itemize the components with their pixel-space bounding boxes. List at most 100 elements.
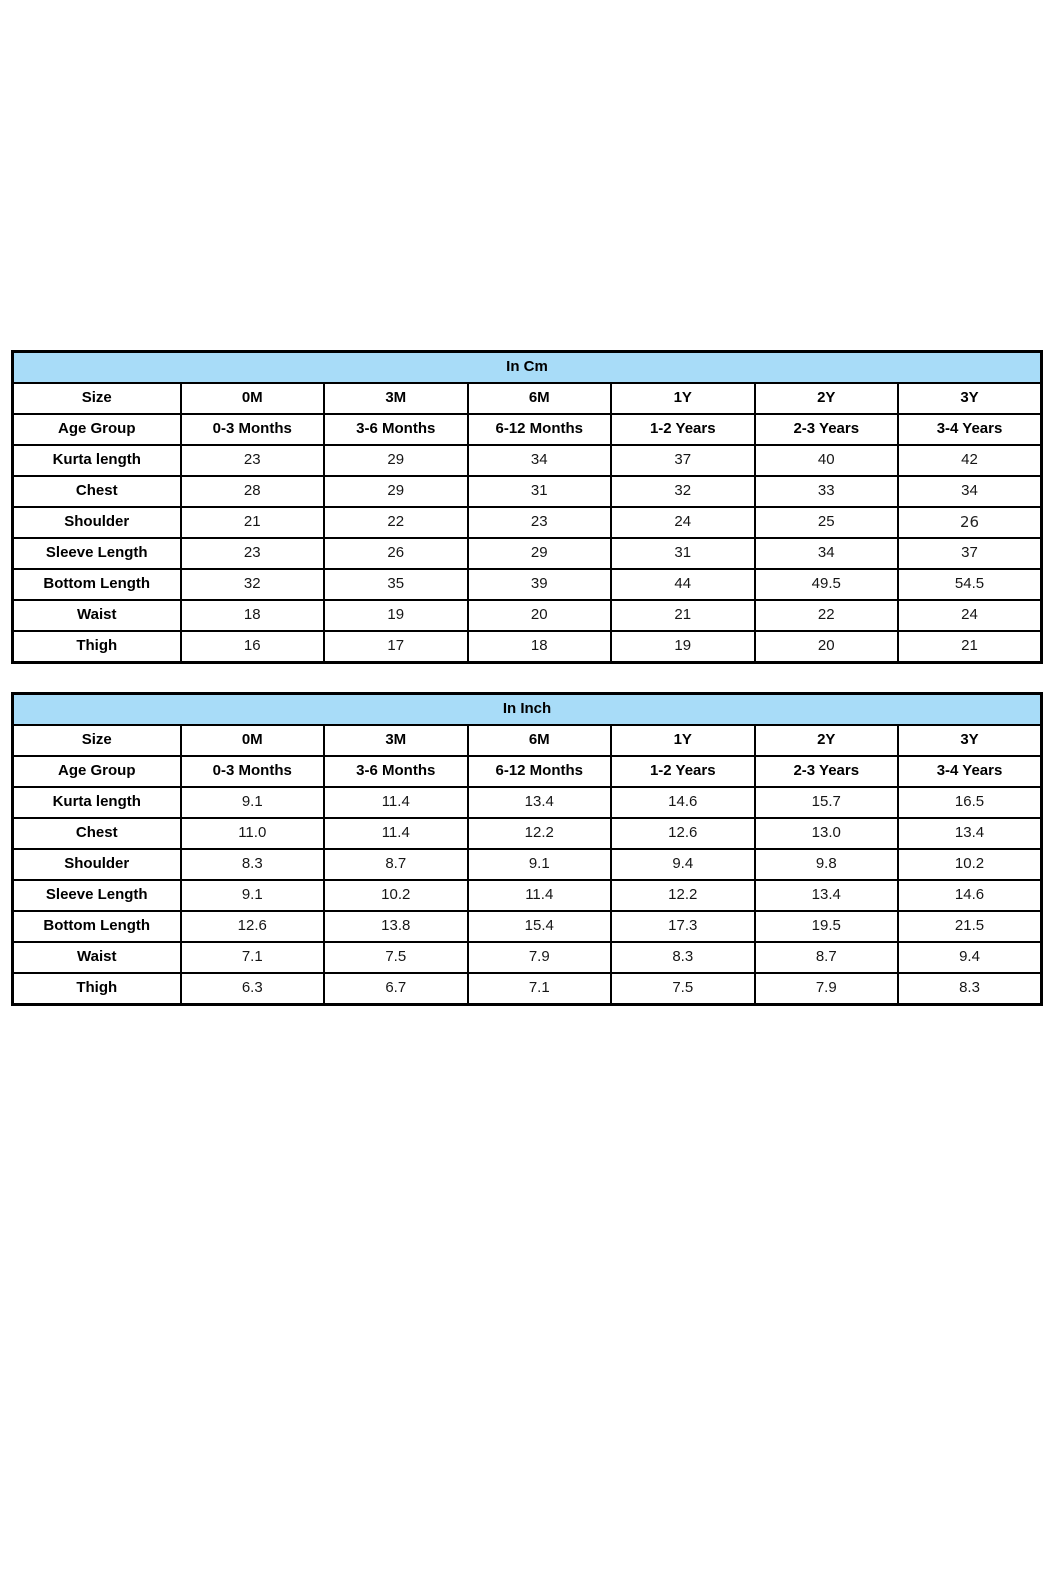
age-group-cell: 3-4 Years xyxy=(897,413,1043,446)
age-group-header-label: Age Group xyxy=(11,413,182,446)
measurement-value: 29 xyxy=(323,475,469,508)
age-group-header-label: Age Group xyxy=(11,755,182,788)
measurement-value: 11.4 xyxy=(466,879,612,912)
measurement-value: 7.5 xyxy=(610,972,756,1006)
measurement-value: 24 xyxy=(610,506,756,539)
measurement-value: 40 xyxy=(753,444,899,477)
measurement-value: 10.2 xyxy=(323,879,469,912)
measurement-value: 22 xyxy=(323,506,469,539)
measurement-value: 32 xyxy=(610,475,756,508)
measurement-row: Kurta length 23 29 34 37 40 42 xyxy=(11,444,1043,477)
measurement-label: Sleeve Length xyxy=(11,879,182,912)
measurement-value: 11.4 xyxy=(323,786,469,819)
measurement-value: 18 xyxy=(179,599,325,632)
measurement-value: 9.1 xyxy=(466,848,612,881)
measurement-value: 12.6 xyxy=(179,910,325,943)
age-group-header-row: Age Group 0-3 Months 3-6 Months 6-12 Months… xyxy=(11,755,1043,788)
measurement-value: 34 xyxy=(897,475,1043,508)
size-table-inch: In Inch Size 0M 3M 6M 1Y 2Y 3Y Age Group 0-3 Mont… xyxy=(11,692,1043,1006)
measurement-value: 13.4 xyxy=(466,786,612,819)
measurement-value: 9.4 xyxy=(610,848,756,881)
measurement-value: 23 xyxy=(466,506,612,539)
measurement-label: Chest xyxy=(11,475,182,508)
measurement-value: 6.7 xyxy=(323,972,469,1006)
measurement-value: 8.7 xyxy=(753,941,899,974)
size-code-cell: 0M xyxy=(179,382,325,415)
measurement-value: 12.6 xyxy=(610,817,756,850)
measurement-value: 19 xyxy=(323,599,469,632)
measurement-row: Thigh 6.3 6.7 7.1 7.5 7.9 8.3 xyxy=(11,972,1043,1006)
size-code-cell: 2Y xyxy=(753,382,899,415)
measurement-value: 54.5 xyxy=(897,568,1043,601)
size-code-cell: 3M xyxy=(323,724,469,757)
age-group-cell: 6-12 Months xyxy=(466,755,612,788)
measurement-value: 31 xyxy=(466,475,612,508)
measurement-row: Chest 28 29 31 32 33 34 xyxy=(11,475,1043,508)
measurement-value: 10.2 xyxy=(897,848,1043,881)
measurement-label: Sleeve Length xyxy=(11,537,182,570)
age-group-cell: 3-6 Months xyxy=(323,755,469,788)
measurement-label: Waist xyxy=(11,599,182,632)
measurement-value: 16 xyxy=(179,630,325,664)
measurement-value: 37 xyxy=(897,537,1043,570)
age-group-cell: 0-3 Months xyxy=(179,413,325,446)
measurement-row: Waist 7.1 7.5 7.9 8.3 8.7 9.4 xyxy=(11,941,1043,974)
measurement-row: Bottom Length 32 35 39 44 49.5 54.5 xyxy=(11,568,1043,601)
measurement-value: 12.2 xyxy=(466,817,612,850)
measurement-value: 8.7 xyxy=(323,848,469,881)
measurement-value: 13.4 xyxy=(897,817,1043,850)
measurement-value: 32 xyxy=(179,568,325,601)
measurement-label: Kurta length xyxy=(11,786,182,819)
measurement-label: Shoulder xyxy=(11,848,182,881)
measurement-value: 13.0 xyxy=(753,817,899,850)
measurement-value: 9.4 xyxy=(897,941,1043,974)
measurement-value: 17 xyxy=(323,630,469,664)
size-code-cell: 3Y xyxy=(897,382,1043,415)
measurement-value: 8.3 xyxy=(610,941,756,974)
measurement-value: 9.8 xyxy=(753,848,899,881)
size-code-cell: 6M xyxy=(466,382,612,415)
measurement-value: 33 xyxy=(753,475,899,508)
measurement-value: 44 xyxy=(610,568,756,601)
measurement-value: 21.5 xyxy=(897,910,1043,943)
measurement-value: 19.5 xyxy=(753,910,899,943)
measurement-row: Waist 18 19 20 21 22 24 xyxy=(11,599,1043,632)
table-title: In Inch xyxy=(11,692,1043,726)
measurement-value: 23 xyxy=(179,444,325,477)
measurement-value: 14.6 xyxy=(610,786,756,819)
measurement-value: 39 xyxy=(466,568,612,601)
measurement-value: 17.3 xyxy=(610,910,756,943)
measurement-row: Sleeve Length 9.1 10.2 11.4 12.2 13.4 14.6 xyxy=(11,879,1043,912)
age-group-cell: 3-6 Months xyxy=(323,413,469,446)
measurement-value: 13.4 xyxy=(753,879,899,912)
size-chart-tables: In Cm Size 0M 3M 6M 1Y 2Y 3Y Age Group 0-3 Months… xyxy=(11,350,1043,1034)
size-header-label: Size xyxy=(11,382,182,415)
measurement-row: Kurta length 9.1 11.4 13.4 14.6 15.7 16.5 xyxy=(11,786,1043,819)
measurement-value: 14.6 xyxy=(897,879,1043,912)
size-code-cell: 3Y xyxy=(897,724,1043,757)
size-code-cell: 1Y xyxy=(610,724,756,757)
measurement-value: 42 xyxy=(897,444,1043,477)
measurement-value: 8.3 xyxy=(179,848,325,881)
measurement-label: Kurta length xyxy=(11,444,182,477)
age-group-cell: 3-4 Years xyxy=(897,755,1043,788)
size-code-cell: 0M xyxy=(179,724,325,757)
measurement-value: 9.1 xyxy=(179,786,325,819)
measurement-value: 20 xyxy=(753,630,899,664)
measurement-value: 7.5 xyxy=(323,941,469,974)
measurement-value: 13.8 xyxy=(323,910,469,943)
measurement-value: 21 xyxy=(179,506,325,539)
age-group-header-row: Age Group 0-3 Months 3-6 Months 6-12 Months… xyxy=(11,413,1043,446)
measurement-value: 37 xyxy=(610,444,756,477)
measurement-value: 19 xyxy=(610,630,756,664)
measurement-value: 7.1 xyxy=(466,972,612,1006)
measurement-value: 31 xyxy=(610,537,756,570)
measurement-value: 21 xyxy=(610,599,756,632)
size-header-row: Size 0M 3M 6M 1Y 2Y 3Y xyxy=(11,724,1043,757)
measurement-label: Bottom Length xyxy=(11,910,182,943)
measurement-value: 12.2 xyxy=(610,879,756,912)
measurement-value: 35 xyxy=(323,568,469,601)
size-code-cell: 1Y xyxy=(610,382,756,415)
table-title-row: In Cm xyxy=(11,350,1043,384)
size-code-cell: 3M xyxy=(323,382,469,415)
